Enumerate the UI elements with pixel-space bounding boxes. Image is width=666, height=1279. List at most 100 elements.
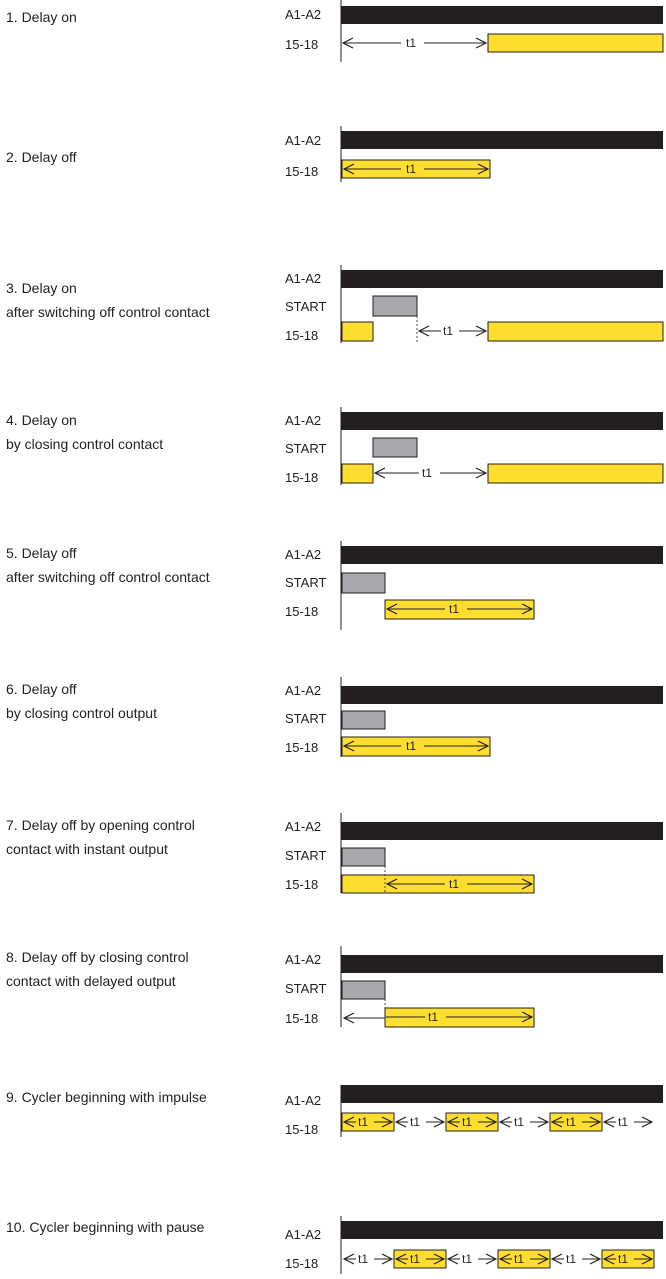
output-pulse	[487, 33, 664, 53]
delay-label: t1	[428, 1010, 438, 1024]
supply-bar	[341, 412, 663, 430]
cycle-label: t1	[566, 1252, 576, 1266]
function-4: 4. Delay on by closing control contact A…	[6, 407, 664, 485]
cycle-train: t1 t1 t1 t1 t1 t1	[344, 1249, 655, 1269]
cycle-label: t1	[618, 1252, 628, 1266]
cycle-label: t1	[410, 1115, 420, 1129]
signal-label-output: 15-18	[285, 604, 318, 619]
delay-label: t1	[449, 877, 459, 891]
signal-label-supply: A1-A2	[285, 547, 321, 562]
output-pulse	[341, 159, 491, 179]
cycle-label: t1	[410, 1252, 420, 1266]
signal-label-supply: A1-A2	[285, 133, 321, 148]
start-pulse	[372, 295, 418, 317]
function-subtitle: contact with instant output	[6, 841, 168, 857]
supply-bar	[341, 1085, 663, 1103]
function-subtitle: contact with delayed output	[6, 973, 176, 989]
delay-label: t1	[406, 739, 416, 753]
signal-label-output: 15-18	[285, 740, 318, 755]
function-title: 8. Delay off by closing control	[6, 949, 189, 965]
cycle-on-segment	[601, 1249, 655, 1269]
function-title: 4. Delay on	[6, 412, 77, 428]
output-pulse	[384, 599, 535, 620]
cycle-label: t1	[618, 1115, 628, 1129]
signal-label-supply: A1-A2	[285, 952, 321, 967]
function-subtitle: after switching off control contact	[6, 569, 210, 585]
signal-label-output: 15-18	[285, 1256, 318, 1271]
cycle-on-segment	[497, 1249, 551, 1269]
function-subtitle: after switching off control contact	[6, 304, 210, 320]
signal-label-supply: A1-A2	[285, 7, 321, 22]
supply-bar	[341, 131, 663, 149]
delay-label: t1	[443, 324, 453, 338]
function-2: 2. Delay off A1-A2 15-18 t1	[6, 126, 663, 182]
signal-label-output: 15-18	[285, 37, 318, 52]
signal-label-start: START	[285, 575, 326, 590]
delay-label: t1	[449, 602, 459, 616]
function-title: 2. Delay off	[6, 149, 77, 165]
cycle-label: t1	[566, 1115, 576, 1129]
signal-label-output: 15-18	[285, 470, 318, 485]
function-title: 9. Cycler beginning with impulse	[6, 1089, 207, 1105]
supply-bar	[341, 546, 663, 564]
cycle-label: t1	[514, 1115, 524, 1129]
output-pulse-initial	[341, 321, 374, 342]
cycle-on-segment	[341, 1112, 395, 1132]
function-title: 5. Delay off	[6, 545, 77, 561]
signal-label-output: 15-18	[285, 164, 318, 179]
delay-label: t1	[406, 36, 416, 50]
start-pulse	[341, 847, 386, 867]
cycle-label: t1	[358, 1115, 368, 1129]
signal-label-start: START	[285, 299, 326, 314]
signal-label-output: 15-18	[285, 1122, 318, 1137]
start-pulse	[341, 572, 386, 594]
delay-label: t1	[422, 466, 432, 480]
signal-label-supply: A1-A2	[285, 413, 321, 428]
function-title: 1. Delay on	[6, 9, 77, 25]
signal-label-supply: A1-A2	[285, 1093, 321, 1108]
cycle-on-segment	[445, 1112, 499, 1132]
function-10: 10. Cycler beginning with pause A1-A2 15…	[6, 1216, 663, 1274]
supply-bar	[341, 270, 663, 288]
signal-label-start: START	[285, 441, 326, 456]
cycle-label: t1	[462, 1252, 472, 1266]
function-title: 10. Cycler beginning with pause	[6, 1219, 205, 1235]
delay-label: t1	[406, 162, 416, 176]
supply-bar	[341, 1221, 663, 1239]
supply-bar	[341, 822, 663, 840]
function-subtitle: by closing control contact	[6, 436, 163, 452]
signal-label-supply: A1-A2	[285, 683, 321, 698]
function-9: 9. Cycler beginning with impulse A1-A2 1…	[6, 1085, 663, 1137]
function-7: 7. Delay off by opening control contact …	[6, 813, 663, 894]
cycle-label: t1	[514, 1252, 524, 1266]
start-pulse	[341, 980, 386, 1000]
supply-bar	[341, 955, 663, 973]
signal-label-output: 15-18	[285, 877, 318, 892]
output-pulse	[341, 736, 491, 757]
cycle-train: t1 t1 t1 t1 t1 t1	[341, 1112, 652, 1132]
function-5: 5. Delay off after switching off control…	[6, 541, 663, 630]
function-title: 3. Delay on	[6, 280, 77, 296]
signal-label-supply: A1-A2	[285, 271, 321, 286]
signal-label-start: START	[285, 848, 326, 863]
output-pulse-initial	[341, 463, 374, 484]
signal-label-output: 15-18	[285, 1011, 318, 1026]
function-6: 6. Delay off by closing control output A…	[6, 677, 663, 757]
cycle-on-segment	[549, 1112, 603, 1132]
output-pulse	[487, 463, 664, 484]
function-8: 8. Delay off by closing control contact …	[6, 946, 663, 1028]
cycle-label: t1	[462, 1115, 472, 1129]
cycle-on-segment	[393, 1249, 447, 1269]
signal-label-supply: A1-A2	[285, 1227, 321, 1242]
signal-label-output: 15-18	[285, 328, 318, 343]
signal-label-start: START	[285, 981, 326, 996]
supply-bar	[341, 6, 663, 24]
signal-label-supply: A1-A2	[285, 819, 321, 834]
signal-label-start: START	[285, 711, 326, 726]
function-subtitle: by closing control output	[6, 705, 157, 721]
cycle-label: t1	[358, 1252, 368, 1266]
start-pulse	[372, 437, 418, 458]
output-pulse	[487, 321, 664, 342]
function-title: 7. Delay off by opening control	[6, 817, 195, 833]
